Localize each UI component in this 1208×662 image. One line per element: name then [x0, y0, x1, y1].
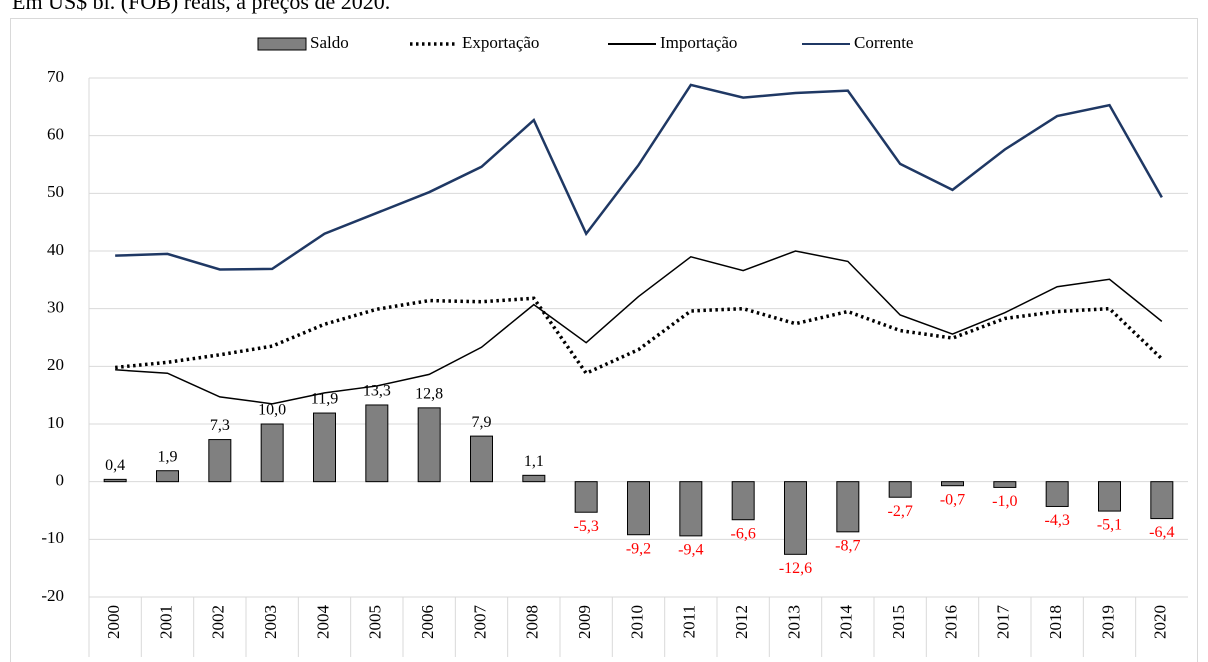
data-label: 7,9	[472, 414, 492, 431]
data-label: -4,3	[1045, 512, 1070, 529]
x-tick-label: 2017	[994, 605, 1013, 640]
y-tick-label: 20	[47, 355, 64, 374]
y-tick-label: 70	[47, 67, 64, 86]
y-tick-label: 40	[47, 240, 64, 259]
x-tick-label: 2015	[889, 605, 908, 639]
legend-label: Saldo	[310, 33, 349, 52]
data-label: 7,3	[210, 417, 230, 434]
x-tick-label: 2014	[837, 605, 856, 640]
bar	[836, 481, 860, 533]
data-label: 12,8	[415, 386, 443, 403]
bar	[417, 407, 441, 483]
data-label: -5,3	[574, 518, 599, 535]
bar	[1045, 481, 1069, 507]
x-tick-label: 2005	[366, 605, 385, 639]
x-tick-label: 2002	[209, 605, 228, 639]
data-label: -9,4	[678, 542, 703, 559]
bar	[365, 404, 389, 483]
x-tick-label: 2010	[627, 605, 646, 639]
bar	[627, 481, 650, 536]
line	[115, 250, 1163, 405]
y-tick-label: 0	[56, 471, 65, 490]
x-tick-label: 2020	[1151, 605, 1170, 639]
legend-label: Importação	[660, 33, 737, 52]
bar	[103, 478, 127, 483]
legend-swatch	[257, 37, 307, 51]
y-tick-label: -20	[41, 586, 64, 605]
legend-label: Corrente	[854, 33, 913, 52]
data-label: 10,0	[258, 402, 286, 419]
bar	[993, 481, 1017, 488]
y-tick-label: -10	[41, 528, 64, 547]
data-label: -1,0	[992, 493, 1017, 510]
bar	[941, 481, 964, 487]
bar	[313, 412, 336, 483]
bar	[208, 439, 232, 483]
legend-label: Exportação	[462, 33, 539, 52]
data-label: -6,4	[1149, 524, 1174, 541]
x-tick-label: 2012	[732, 605, 751, 639]
x-tick-label: 2009	[575, 605, 594, 639]
bar	[1098, 481, 1121, 512]
line	[115, 83, 1163, 271]
x-tick-label: 2007	[470, 605, 489, 640]
y-tick-label: 50	[47, 182, 64, 201]
chart-subtitle: Em US$ bi. (FOB) reais, a preços de 2020…	[12, 0, 390, 14]
line	[114, 296, 1164, 376]
data-label: -8,7	[835, 538, 860, 555]
x-tick-label: 2000	[104, 605, 123, 639]
data-label: 1,1	[524, 453, 544, 470]
data-label: 0,4	[105, 457, 125, 474]
x-tick-label: 2016	[941, 605, 960, 639]
x-tick-label: 2003	[261, 605, 280, 639]
x-tick-label: 2018	[1046, 605, 1065, 639]
y-tick-label: 60	[47, 125, 64, 144]
data-label: 1,9	[158, 448, 178, 465]
x-tick-label: 2008	[523, 605, 542, 639]
data-label: -12,6	[779, 560, 812, 577]
x-tick-label: 2019	[1098, 605, 1117, 639]
y-tick-label: 30	[47, 298, 64, 317]
data-label: -5,1	[1097, 517, 1122, 534]
x-tick-label: 2001	[156, 605, 175, 639]
chart-frame	[10, 18, 1198, 662]
bar	[731, 481, 755, 521]
y-tick-label: 10	[47, 413, 64, 432]
data-label: -6,6	[731, 525, 756, 542]
data-label: -2,7	[888, 503, 913, 520]
bar	[470, 435, 493, 483]
bar	[1150, 481, 1174, 520]
x-tick-label: 2004	[313, 605, 332, 640]
bar	[156, 470, 179, 483]
x-tick-label: 2011	[680, 605, 699, 638]
bar	[784, 481, 807, 555]
bar	[260, 423, 284, 483]
x-tick-label: 2006	[418, 605, 437, 639]
bar	[679, 481, 703, 537]
x-tick-label: 2013	[784, 605, 803, 639]
data-label: -9,2	[626, 540, 651, 557]
bar	[522, 474, 546, 483]
data-label: -0,7	[940, 491, 965, 508]
bar	[888, 481, 912, 498]
bar	[574, 481, 598, 513]
